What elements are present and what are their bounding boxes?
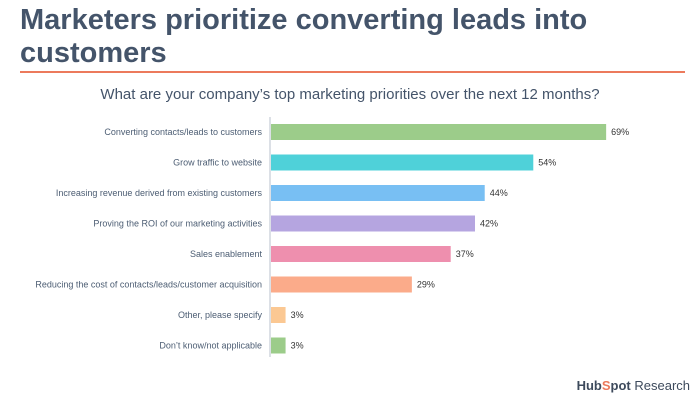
value-label-2: 54%: [538, 158, 556, 168]
chart-bars: [271, 124, 607, 354]
bar-1: [271, 124, 607, 140]
value-label-7: 3%: [291, 310, 304, 320]
category-label-7: Other, please specify: [178, 310, 263, 320]
bar-6: [271, 276, 412, 293]
value-label-5: 37%: [456, 249, 474, 259]
bar-2: [271, 154, 534, 171]
chart-title: What are your company’s top marketing pr…: [100, 86, 600, 103]
page-title: Marketers prioritize converting leads in…: [20, 4, 588, 69]
bar-8: [271, 337, 286, 354]
category-label-4: Proving the ROI of our marketing activit…: [93, 219, 262, 229]
value-label-6: 29%: [417, 280, 435, 290]
category-label-2: Grow traffic to website: [173, 158, 262, 168]
category-label-6: Reducing the cost of contacts/leads/cust…: [35, 280, 262, 290]
brand-logo-hub: Hub: [576, 378, 602, 393]
category-label-1: Converting contacts/leads to customers: [104, 127, 262, 137]
bar-4: [271, 215, 475, 232]
value-label-8: 3%: [291, 341, 304, 351]
brand-logo-pot: pot: [610, 378, 631, 393]
value-label-1: 69%: [611, 127, 629, 137]
brand-name: Research: [634, 378, 690, 393]
bar-5: [271, 246, 451, 262]
hubspot-research-logo: HubSpot Research: [560, 378, 690, 393]
chart-value-labels: 69% 54% 44% 42% 37% 29% 3% 3%: [291, 127, 630, 351]
bar-3: [271, 185, 485, 201]
bar-7: [271, 307, 286, 323]
title-divider: [20, 71, 685, 73]
category-label-3: Increasing revenue derived from existing…: [56, 188, 263, 198]
category-label-8: Don’t know/not applicable: [159, 341, 262, 351]
category-label-5: Sales enablement: [190, 249, 263, 259]
value-label-4: 42%: [480, 219, 498, 229]
chart-category-labels: Converting contacts/leads to customers Gr…: [35, 127, 262, 351]
brand-logo-accent: S: [601, 378, 611, 393]
value-label-3: 44%: [490, 188, 508, 198]
